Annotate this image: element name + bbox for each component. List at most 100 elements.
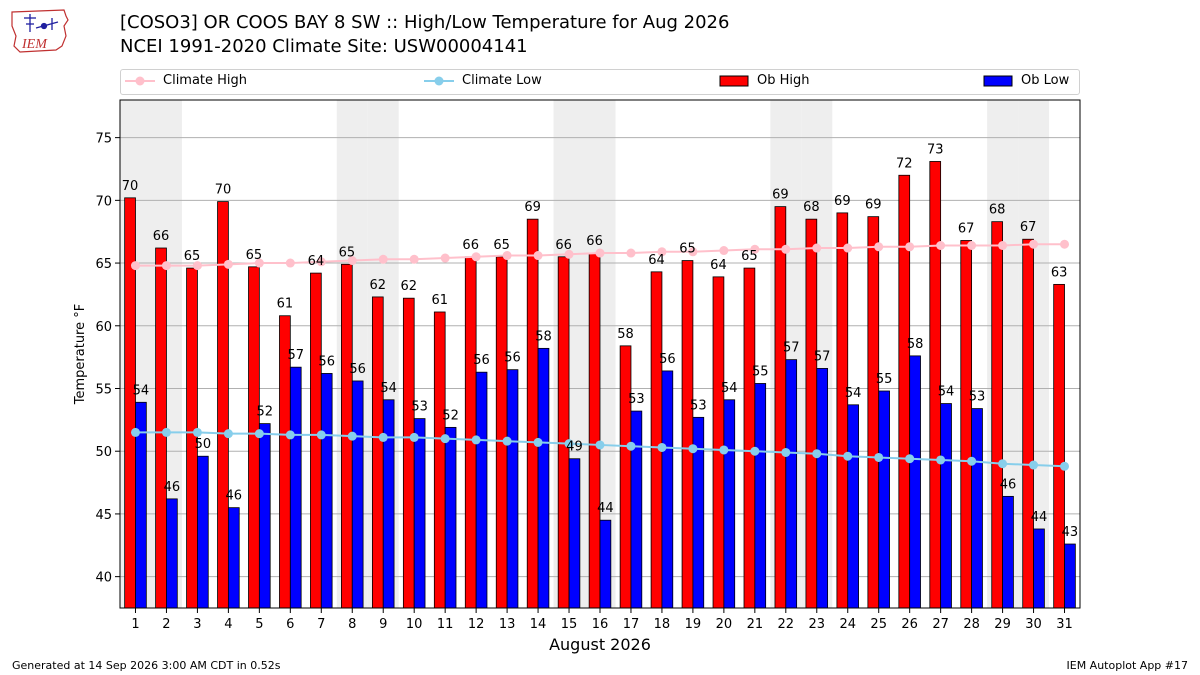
x-tick-label: 21 xyxy=(747,617,764,632)
x-tick-label: 14 xyxy=(530,617,547,632)
ob-low-label-21: 55 xyxy=(752,364,769,379)
legend-climate-high: Climate High xyxy=(125,73,247,88)
legend-ob-high-swatch xyxy=(719,75,749,86)
legend-climate-low-swatch xyxy=(424,76,454,85)
ob-low-label-31: 43 xyxy=(1062,525,1079,540)
x-tick-label: 24 xyxy=(839,617,856,632)
legend-climate-high-label: Climate High xyxy=(163,73,248,88)
climate-high-point-4 xyxy=(223,259,233,269)
ob-low-bar-15 xyxy=(568,458,581,609)
ob-high-label-5: 65 xyxy=(246,248,263,263)
ob-high-bar-12 xyxy=(464,256,477,609)
ob-high-label-8: 65 xyxy=(339,245,356,260)
x-tick-label: 7 xyxy=(317,617,325,632)
climate-high-point-10 xyxy=(409,254,419,264)
climate-high-point-5 xyxy=(254,258,264,268)
ob-low-bar-28 xyxy=(971,408,983,609)
y-tick-label: 55 xyxy=(95,382,112,397)
climate-low-point-26 xyxy=(905,454,915,464)
ob-low-label-23: 57 xyxy=(814,349,831,364)
x-tick-label: 10 xyxy=(406,617,423,632)
ob-low-bar-3 xyxy=(197,455,209,609)
ob-low-bar-11 xyxy=(444,426,457,609)
ob-high-label-2: 66 xyxy=(153,229,170,244)
climate-low-point-3 xyxy=(192,427,202,437)
x-tick-label: 27 xyxy=(932,617,949,632)
ob-low-label-12: 56 xyxy=(473,353,490,368)
climate-high-point-19 xyxy=(688,247,698,257)
iem-logo: IEM xyxy=(11,9,69,53)
x-axis-label: August 2026 xyxy=(549,635,651,654)
climate-high-point-26 xyxy=(905,242,915,252)
climate-low-point-15 xyxy=(564,439,574,449)
ob-low-bar-6 xyxy=(289,366,302,609)
y-tick-label: 50 xyxy=(95,445,112,460)
ob-low-label-29: 46 xyxy=(1000,477,1017,492)
ob-high-label-20: 64 xyxy=(710,258,727,273)
ob-low-label-27: 54 xyxy=(938,385,955,400)
climate-low-point-20 xyxy=(719,445,729,455)
ob-high-label-28: 67 xyxy=(958,221,975,236)
ob-low-label-6: 57 xyxy=(287,348,304,363)
ob-low-bar-18 xyxy=(661,370,674,609)
ob-high-label-22: 69 xyxy=(772,188,789,203)
climate-high-point-30 xyxy=(1029,239,1039,249)
ob-high-bar-1 xyxy=(124,197,136,609)
ob-low-label-4: 46 xyxy=(226,489,243,504)
climate-high-point-18 xyxy=(657,247,667,257)
climate-high-point-21 xyxy=(750,244,760,254)
ob-low-label-22: 57 xyxy=(783,341,800,356)
climate-low-point-2 xyxy=(161,427,171,437)
ob-high-label-18: 64 xyxy=(648,253,665,268)
data-labels: 70 54 66 46 65 50 70 46 65 52 61 57 64 56 65 56 62 54 62 53… xyxy=(122,142,1078,540)
x-tick-label: 20 xyxy=(716,617,733,632)
climate-low-point-21 xyxy=(750,446,760,456)
climate-low-point-17 xyxy=(626,441,636,451)
ob-low-bar-26 xyxy=(909,355,921,609)
y-tick-label: 70 xyxy=(95,194,112,209)
ob-high-label-19: 65 xyxy=(679,242,696,257)
x-tick-label: 2 xyxy=(162,617,170,632)
x-tick-label: 1 xyxy=(131,617,139,632)
ob-high-bar-14 xyxy=(526,218,539,609)
climate-high-point-31 xyxy=(1060,239,1070,249)
ob-high-label-25: 69 xyxy=(865,198,882,213)
climate-low-point-29 xyxy=(998,459,1008,469)
climate-low-point-13 xyxy=(502,436,512,446)
climate-low-point-30 xyxy=(1029,460,1039,470)
ob-low-bar-10 xyxy=(413,418,426,609)
x-tick-label: 11 xyxy=(437,617,454,632)
ob-high-label-6: 61 xyxy=(277,297,294,312)
x-tick-label: 30 xyxy=(1025,617,1042,632)
climate-high-point-8 xyxy=(347,256,357,266)
ob-high-bar-11 xyxy=(433,311,446,609)
ob-high-label-14: 69 xyxy=(524,200,541,215)
climate-high-point-12 xyxy=(471,252,481,262)
ob-high-label-9: 62 xyxy=(370,278,387,293)
x-tick-label: 25 xyxy=(870,617,887,632)
ob-high-bar-20 xyxy=(712,276,725,609)
climate-high-point-24 xyxy=(843,243,853,253)
x-tick-label: 5 xyxy=(255,617,263,632)
ob-low-label-25: 55 xyxy=(876,372,893,387)
climate-low-point-19 xyxy=(688,444,698,454)
climate-low-point-22 xyxy=(781,447,791,457)
legend-ob-high-label: Ob High xyxy=(757,73,810,88)
climate-high-point-14 xyxy=(533,251,543,261)
ob-low-label-7: 56 xyxy=(318,354,335,369)
legend-climate-low: Climate Low xyxy=(424,73,542,88)
ob-low-label-1: 54 xyxy=(133,383,150,398)
ob-low-label-8: 56 xyxy=(349,362,366,377)
climate-high-point-29 xyxy=(998,241,1008,251)
climate-high-point-27 xyxy=(936,241,946,251)
ob-low-label-26: 58 xyxy=(907,337,924,352)
ob-high-bar-18 xyxy=(650,271,663,609)
ob-low-label-11: 52 xyxy=(442,408,459,423)
climate-high-point-23 xyxy=(812,243,822,253)
ob-high-bar-29 xyxy=(991,221,1003,609)
x-tick-label: 3 xyxy=(193,617,201,632)
ob-low-label-18: 56 xyxy=(659,352,676,367)
climate-high-point-11 xyxy=(440,253,450,263)
ob-high-bar-16 xyxy=(588,252,601,609)
